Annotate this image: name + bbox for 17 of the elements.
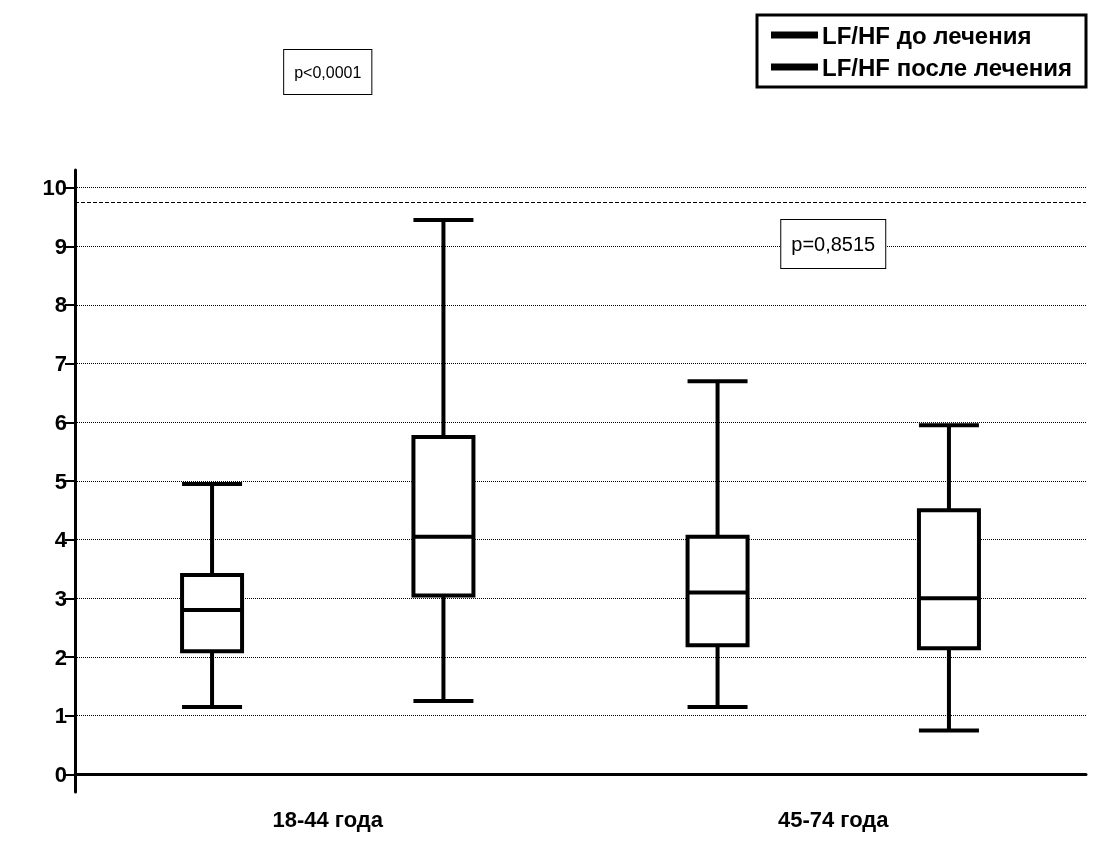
x-tick-label: 18-44 года: [272, 806, 384, 832]
y-tick-label: 0: [54, 761, 67, 787]
y-tick-label: 4: [54, 527, 68, 553]
y-tick-label: 3: [54, 585, 67, 611]
y-tick-label: 9: [54, 233, 67, 259]
x-tick-label: 45-74 года: [777, 806, 890, 832]
y-tick-label: 6: [54, 409, 67, 435]
y-tick-label: 10: [42, 175, 67, 201]
y-tick-label: 7: [54, 351, 67, 377]
legend-label: LF/HF до лечения: [822, 21, 1032, 49]
text: p<0,0001: [294, 63, 362, 81]
y-tick-label: 1: [54, 703, 67, 729]
legend-label: LF/HF после лечения: [822, 53, 1072, 81]
annotation: p=0,8515: [791, 233, 876, 255]
y-tick-label: 2: [54, 644, 67, 670]
y-tick-label: 8: [54, 292, 67, 318]
y-tick-label: 5: [54, 468, 67, 494]
